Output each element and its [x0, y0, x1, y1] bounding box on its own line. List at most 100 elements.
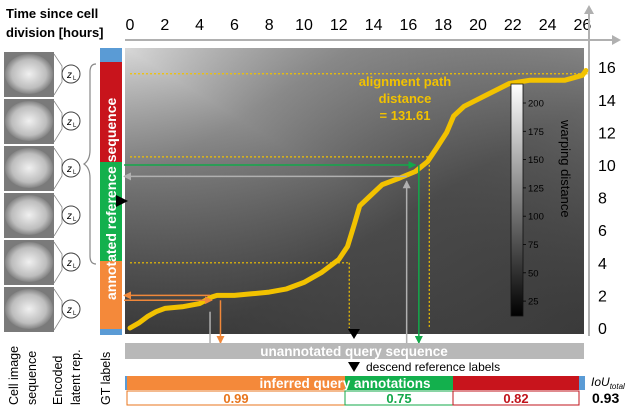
- col2-label-line2: latent rep.: [69, 349, 83, 405]
- y-tick-label: 2: [598, 288, 607, 305]
- latent-subscript: L: [73, 123, 77, 129]
- cell-image: [5, 289, 53, 329]
- cell-image: [5, 148, 53, 188]
- cell-image: [5, 195, 53, 235]
- alignment-label-line2: distance: [379, 91, 432, 106]
- x-tick-label: 2: [160, 17, 169, 34]
- latent-circle: [61, 252, 81, 272]
- latent-symbol: z: [66, 164, 72, 175]
- colorbar-ticks: 200 175 150 125 100 75 50 25: [523, 99, 544, 308]
- reference-sequence-label: annotated reference sequence: [103, 97, 119, 300]
- encoded-latent-sequence: z Lz Lz Lz Lz Lz L: [53, 53, 81, 331]
- colorbar-title: warping distance: [558, 119, 573, 218]
- query-pointer-top: [348, 329, 360, 339]
- heatmap-shading: [125, 48, 584, 334]
- x-tick-labels: 0 2 4 6 8 10 12 14 16 18 20 22 24 26: [126, 17, 592, 34]
- right-axis-arrow: [584, 5, 594, 14]
- y-tick-labels: 16 14 12 10 8 6 4 2 0: [598, 60, 616, 338]
- score-box-red: [452, 390, 580, 406]
- col2-label-line1: Encoded: [51, 356, 65, 405]
- colorbar-tick-label: 200: [528, 99, 544, 110]
- latent-subscript: L: [73, 217, 77, 223]
- inferred-orange: [127, 376, 345, 390]
- latent-symbol: z: [66, 117, 72, 128]
- colorbar-tick-label: 150: [528, 155, 544, 166]
- latent-subscript: L: [73, 170, 77, 176]
- x-tick-label: 6: [230, 17, 239, 34]
- encoder-wedge: [53, 100, 63, 143]
- col1-label-line2: sequence: [25, 351, 39, 405]
- inferred-blue-right: [579, 376, 585, 390]
- left-brace: [82, 63, 97, 265]
- gt-label-blue-bottom: [100, 329, 122, 335]
- query-sequence-bar: [125, 343, 584, 359]
- colorbar-tick-label: 100: [528, 212, 544, 223]
- inferred-red: [453, 376, 579, 390]
- x-tick-label: 10: [295, 17, 313, 34]
- reference-pointer: [116, 195, 128, 207]
- encoder-wedge: [53, 147, 63, 190]
- gt-label-red: [100, 62, 122, 162]
- inferred-blue-left: [125, 376, 127, 390]
- x-tick-label: 26: [574, 17, 592, 34]
- latent-symbol: z: [66, 70, 72, 81]
- latent-circle: [61, 205, 81, 225]
- encoder-wedge: [53, 241, 63, 284]
- latent-circle: [61, 299, 81, 319]
- y-tick-label: 0: [598, 321, 607, 338]
- x-tick-label: 14: [365, 17, 383, 34]
- alignment-path: [127, 68, 589, 331]
- latent-symbol: z: [66, 305, 72, 316]
- col1-label-line1: Cell image: [7, 346, 21, 405]
- y-tick-label: 12: [598, 125, 616, 142]
- iou-title: IoUtotal: [591, 375, 625, 391]
- x-tick-label: 0: [126, 17, 135, 34]
- segment-score: 0.82: [503, 391, 528, 406]
- inferred-label: inferred query annotations: [259, 376, 430, 391]
- top-axis-arrow: [612, 35, 621, 45]
- colorbar: [510, 83, 524, 317]
- mapping-arrows: [123, 161, 423, 344]
- descend-label: descend reference labels: [366, 360, 500, 374]
- dotted-guides: [130, 73, 588, 328]
- latent-circle: [61, 111, 81, 131]
- alignment-label-line3: = 131.61: [380, 108, 431, 123]
- x-tick-label: 22: [504, 17, 522, 34]
- iou-title-subscript: total: [610, 382, 625, 391]
- encoder-wedge: [53, 288, 63, 331]
- x-tick-label: 18: [434, 17, 452, 34]
- x-tick-label: 16: [400, 17, 418, 34]
- y-tick-label: 4: [598, 256, 607, 273]
- inferred-green: [345, 376, 453, 390]
- segment-score: 0.99: [223, 391, 248, 406]
- colorbar-tick-label: 25: [528, 297, 539, 308]
- descend-pointer: [348, 362, 360, 372]
- gt-label-orange: [100, 261, 122, 329]
- latent-circle: [61, 158, 81, 178]
- encoder-wedge: [53, 53, 63, 96]
- iou-value: 0.93: [592, 390, 619, 406]
- gt-label-blue-top: [100, 48, 122, 62]
- y-tick-label: 6: [598, 223, 607, 240]
- query-sequence-label: unannotated query sequence: [260, 344, 448, 359]
- latent-subscript: L: [73, 264, 77, 270]
- cell-image: [5, 101, 53, 141]
- y-tick-label: 8: [598, 191, 607, 208]
- latent-symbol: z: [66, 258, 72, 269]
- colorbar-tick-label: 75: [528, 240, 539, 251]
- time-axis-label-line2: division [hours]: [6, 25, 104, 40]
- encoder-wedge: [53, 194, 63, 237]
- x-tick-label: 4: [195, 17, 204, 34]
- colorbar-tick-label: 175: [528, 127, 544, 138]
- alignment-label-line1: alignment path: [359, 74, 452, 89]
- cell-image-sequence: [4, 52, 54, 332]
- y-tick-label: 14: [598, 93, 616, 110]
- y-tick-label: 16: [598, 60, 616, 77]
- x-tick-label: 8: [265, 17, 274, 34]
- x-tick-label: 20: [469, 17, 487, 34]
- latent-subscript: L: [73, 311, 77, 317]
- cell-image: [5, 242, 53, 282]
- segment-score: 0.75: [386, 391, 411, 406]
- latent-symbol: z: [66, 211, 72, 222]
